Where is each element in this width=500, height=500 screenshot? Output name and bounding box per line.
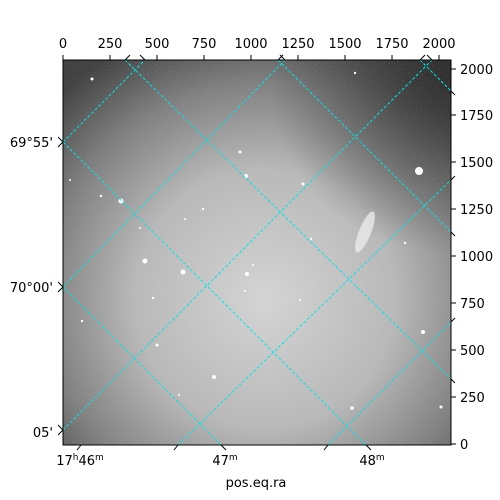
top-tick-label: 1750 (375, 37, 408, 52)
ra-label: 17h46m (56, 453, 104, 469)
top-tick-label: 0 (59, 37, 67, 52)
star-field (69, 71, 443, 410)
right-tick-label: 750 (460, 297, 485, 312)
right-tick-label: 500 (460, 344, 485, 359)
ra-label: 48m (359, 453, 384, 469)
right-tick-label: 1500 (460, 156, 493, 171)
top-tick-label: 1500 (328, 37, 361, 52)
right-tick-label: 1250 (460, 203, 493, 218)
grid-line (63, 60, 286, 288)
right-tick-label: 250 (460, 391, 485, 406)
grid-line (177, 179, 451, 445)
dec-label: 69°55' (10, 136, 53, 151)
grid-line (277, 60, 451, 233)
dec-labels: 69°55' 70°00' 05' (10, 136, 53, 441)
streak-artifact (355, 211, 375, 253)
coordinate-grid (63, 60, 451, 445)
right-tick-labels: 0 250 500 750 1000 1250 1500 1750 2000 (460, 63, 493, 453)
dec-label: 70°00' (10, 281, 53, 296)
ra-labels: 17h46m 47m 48m (56, 453, 384, 469)
wcs-ticks (57, 54, 456, 451)
top-tick-label: 500 (145, 37, 170, 52)
right-tick-label: 2000 (460, 63, 493, 78)
top-tick-label: 1000 (234, 37, 267, 52)
grid-line (63, 141, 367, 445)
grid-line (419, 60, 451, 92)
dec-label: 05' (33, 426, 53, 441)
top-tick-labels: 0 250 500 750 1000 1250 1500 1750 2000 (59, 37, 456, 52)
top-axis (62, 55, 440, 60)
grid-line (63, 286, 222, 445)
right-tick-label: 0 (460, 438, 468, 453)
ra-label: 47m (212, 453, 237, 469)
grid-line (63, 60, 146, 143)
sky-image (63, 60, 451, 445)
right-tick-label: 1000 (460, 250, 493, 265)
right-tick-label: 1750 (460, 109, 493, 124)
grid-line (124, 60, 451, 380)
top-tick-label: 250 (98, 37, 123, 52)
top-tick-label: 750 (192, 37, 217, 52)
top-tick-label: 1250 (281, 37, 314, 52)
top-tick-label: 2000 (422, 37, 455, 52)
grid-line (63, 60, 433, 431)
x-axis-label: pos.eq.ra (226, 476, 287, 491)
grid-line (327, 321, 451, 445)
right-axis (451, 68, 456, 445)
plot-frame (62, 59, 452, 446)
